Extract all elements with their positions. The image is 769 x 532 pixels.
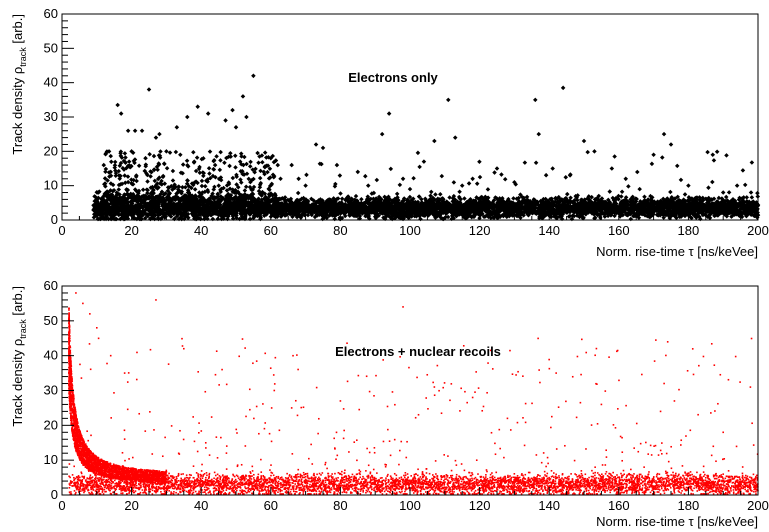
electrons-only-points: [91, 73, 761, 222]
data-point: [642, 194, 647, 200]
data-point: [723, 194, 729, 200]
data-point: [353, 193, 359, 199]
data-point: [247, 216, 253, 222]
data-point: [447, 195, 452, 200]
electrons-only-panel: 0 20 40 60 80 100 120 140 160 180 200 010203040506…: [10, 6, 769, 259]
data-point: [359, 196, 364, 202]
data-point: [462, 196, 467, 201]
